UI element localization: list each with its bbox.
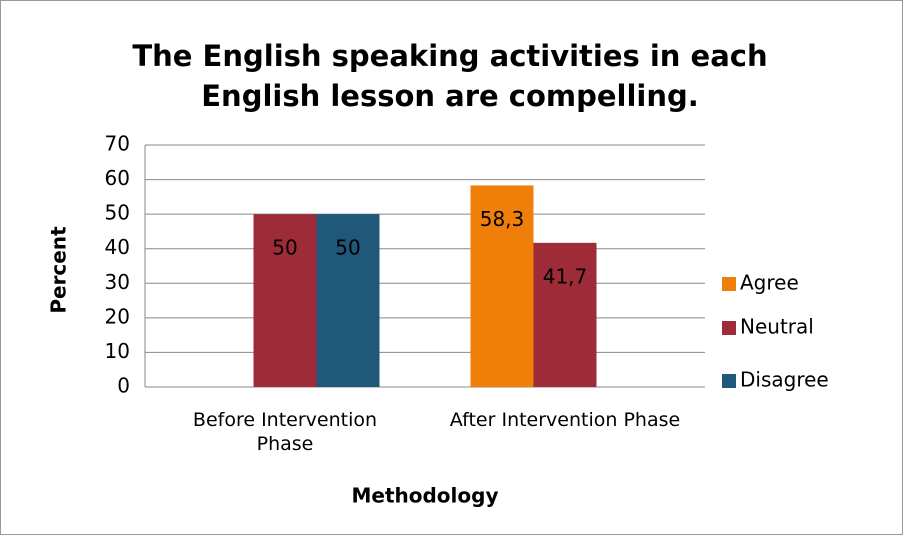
legend-label: Agree [740,271,799,295]
data-label: 50 [272,236,297,260]
legend-swatch [722,277,736,291]
bar [470,185,534,387]
bar [533,242,597,387]
bar [316,214,380,387]
y-tick-label: 60 [105,166,130,190]
y-axis-label: Percent [47,226,71,314]
legend-label: Neutral [740,315,814,339]
bar [253,214,317,387]
data-label: 50 [335,236,360,260]
chart-title: The English speaking activities in each … [132,39,768,113]
y-tick-label: 10 [105,339,130,363]
legend-swatch [722,374,736,388]
y-tick-label: 50 [105,201,130,225]
x-axis-label: Methodology [351,484,498,508]
x-tick-label: After Intervention Phase [449,409,681,431]
y-tick-label: 0 [117,374,130,398]
x-tick-label: Before Intervention Phase [192,409,378,455]
data-label: 58,3 [480,207,525,231]
legend-label: Disagree [740,368,829,392]
y-tick-label: 20 [105,304,130,328]
y-tick-label: 30 [105,270,130,294]
y-tick-label: 40 [105,235,130,259]
data-label: 41,7 [543,264,588,288]
y-tick-label: 70 [105,132,130,156]
legend-swatch [722,321,736,335]
